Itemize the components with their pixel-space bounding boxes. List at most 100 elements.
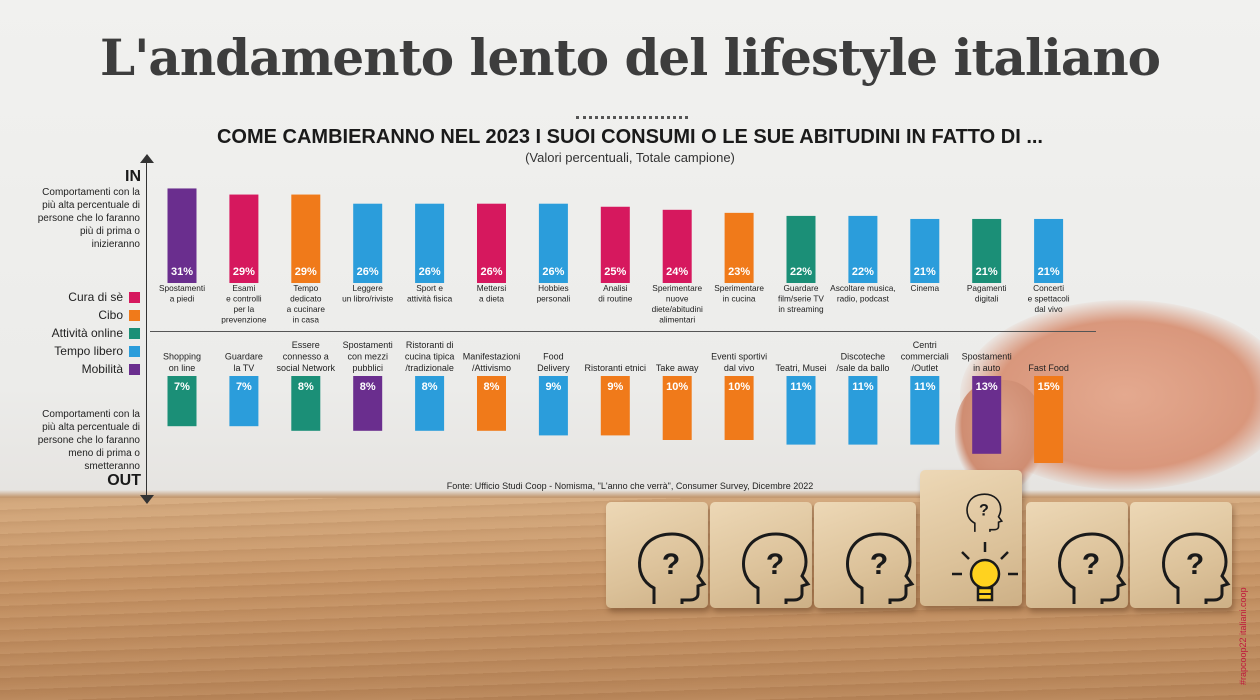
category-label: a dieta (479, 294, 504, 304)
svg-text:?: ? (1186, 548, 1204, 581)
category-label: Discoteche (841, 352, 886, 362)
category-label: prevenzione (221, 315, 267, 325)
category-label: in streaming (778, 304, 824, 314)
bar-out (353, 376, 383, 431)
category-label: Ristoranti di (406, 340, 454, 350)
legend-swatch (129, 327, 140, 339)
category-label: Fast Food (1028, 363, 1069, 373)
bar-value-label: 7% (236, 381, 252, 393)
category-label: Sperimentare (652, 283, 702, 293)
legend-item: Tempo libero (30, 342, 140, 360)
bar-in (848, 215, 878, 283)
bar-out (910, 376, 940, 445)
bar-value-label: 22% (790, 266, 812, 278)
category-label: la TV (233, 363, 254, 373)
bar-value-label: 23% (728, 266, 750, 278)
category-label: Analisi (603, 283, 628, 293)
category-label: a piedi (170, 294, 195, 304)
bar-value-label: 31% (171, 266, 193, 278)
category-label: Cinema (911, 283, 940, 293)
legend-label: Cura di sè (68, 290, 123, 304)
category-label: film/serie TV (778, 294, 824, 304)
category-label: radio, podcast (837, 294, 890, 304)
bar-value-label: 26% (419, 266, 441, 278)
out-label: OUT (107, 472, 141, 489)
bar-value-label: 8% (360, 381, 376, 393)
bar-in (291, 194, 321, 283)
svg-text:?: ? (1082, 548, 1100, 581)
bar-in (786, 215, 816, 283)
legend-item: Cura di sè (30, 288, 140, 306)
bar-value-label: 21% (976, 266, 998, 278)
category-label: un libro/riviste (342, 294, 394, 304)
bar-out (229, 376, 259, 427)
page-title: L'andamento lento del lifestyle italiano (99, 28, 1161, 87)
category-label: Spostamenti (343, 340, 393, 350)
category-label: diete/abitudini (652, 304, 703, 314)
category-label: Manifestazioni (463, 352, 521, 362)
category-label: Spostamenti (962, 352, 1012, 362)
arrow-up-icon (140, 154, 154, 163)
bar-in (910, 218, 940, 283)
category-label: Ascoltare musica, (830, 283, 895, 293)
legend-item: Cibo (30, 306, 140, 324)
category-label: Concerti (1033, 283, 1064, 293)
category-label: Food (543, 352, 564, 362)
category-label: dal vivo (1035, 304, 1064, 314)
category-label: dedicato (290, 294, 322, 304)
bar-in (1034, 218, 1064, 283)
bar-value-label: 26% (357, 266, 379, 278)
category-label: Spostamenti (159, 283, 205, 293)
bar-value-label: 11% (914, 381, 936, 393)
category-label: di routine (598, 294, 633, 304)
bar-value-label: 26% (542, 266, 564, 278)
category-label: Guardare (225, 352, 263, 362)
category-label: Eventi sportivi (711, 352, 767, 362)
bar-in (724, 212, 754, 283)
bar-value-label: 10% (728, 381, 750, 393)
category-label: /tradizionale (405, 363, 454, 373)
category-label: Tempo (293, 283, 318, 293)
category-label: pubblici (352, 363, 383, 373)
cube: ? (606, 502, 708, 608)
bar-value-label: 11% (852, 381, 874, 393)
category-label: social Network (277, 363, 336, 373)
legend-swatch (129, 309, 140, 321)
category-label: per la (234, 304, 255, 314)
category-label: on line (169, 363, 196, 373)
bar-in (477, 203, 506, 283)
category-label: digitali (975, 294, 999, 304)
bar-out (724, 376, 754, 440)
category-label: Centri (913, 340, 937, 350)
cube: ? (814, 502, 916, 608)
cube: ? (1130, 502, 1232, 608)
category-label: connesso a (283, 352, 329, 362)
category-label: Teatri, Musei (775, 363, 826, 373)
category-label: Sperimentare (714, 283, 764, 293)
bar-in (229, 194, 259, 283)
category-label: in auto (973, 363, 1000, 373)
panel-divider (150, 331, 1096, 332)
cube-lit: ? (920, 470, 1022, 606)
out-description: Comportamenti con la più alta percentual… (37, 409, 140, 472)
cube: ? (710, 502, 812, 608)
in-description: Comportamenti con la più alta percentual… (37, 187, 140, 250)
bar-in (353, 203, 383, 283)
category-label: in casa (293, 315, 320, 325)
category-label: commerciali (901, 352, 949, 362)
bar-value-label: 11% (790, 381, 812, 393)
category-label: /Outlet (912, 363, 939, 373)
bar-in (600, 206, 630, 283)
bar-in (662, 209, 692, 283)
legend-label: Attività online (51, 326, 123, 340)
bar-out (415, 376, 445, 431)
category-label: attività fisica (407, 294, 453, 304)
bar-value-label: 8% (298, 381, 314, 393)
bar-value-label: 24% (666, 266, 688, 278)
category-label: Shopping (163, 352, 201, 362)
category-label: Hobbies (538, 283, 568, 293)
bar-value-label: 21% (1038, 266, 1060, 278)
bar-value-label: 13% (976, 381, 998, 393)
legend-item: Mobilità (30, 360, 140, 378)
bar-value-label: 8% (422, 381, 438, 393)
